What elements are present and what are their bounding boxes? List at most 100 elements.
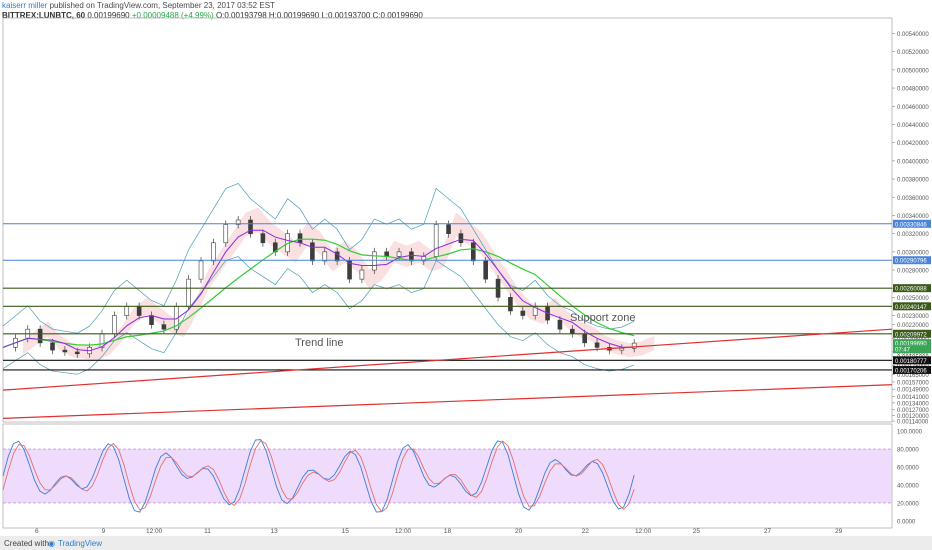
- time-axis-label: 29: [835, 528, 843, 535]
- level-tag-blue: [893, 219, 931, 228]
- candle-body: [359, 269, 365, 280]
- level-tag-black: [893, 356, 931, 365]
- price-axis-label: 0.00380000: [897, 178, 929, 184]
- price-axis-label: 0.00320000: [897, 232, 929, 238]
- time-axis-label: 9: [102, 528, 106, 535]
- stoch-band-fill: [3, 449, 892, 503]
- level-tag-text: 0.00260088: [895, 287, 927, 293]
- level-tag-timer: [893, 345, 931, 354]
- stoch-axis-label: 20.0000: [897, 501, 919, 507]
- candle-body: [223, 224, 229, 244]
- candle-body: [483, 260, 488, 280]
- candle-body: [211, 242, 216, 262]
- price-axis-label: 0.00360000: [897, 196, 929, 202]
- time-axis-label: 12:00: [635, 528, 652, 535]
- candle-body: [74, 351, 80, 355]
- created-with-label: Created with: [4, 539, 49, 548]
- candle-body: [310, 242, 315, 262]
- time-axis-label: 12:00: [146, 528, 163, 535]
- time-axis-label: 20: [515, 528, 523, 535]
- chart-canvas[interactable]: 0.00540000 0.00520000 0.00500000 0.00480000…: [0, 0, 932, 536]
- ma-green-line: [2, 238, 635, 348]
- stoch-axis-label: 0.0000: [897, 519, 916, 525]
- publish-line: kaiserr miller published on TradingView.…: [2, 1, 622, 11]
- candle-body: [260, 233, 266, 244]
- change-value: +0.00009488 (+4.99%): [131, 11, 214, 20]
- level-tag-green: [893, 284, 931, 293]
- level-tag-text: 0.00330846: [895, 222, 927, 228]
- candle-body: [409, 251, 414, 262]
- candle-body: [62, 349, 68, 353]
- price-axis-label: 0.00250000: [897, 296, 929, 302]
- time-axis-label: 13: [271, 528, 279, 535]
- time-axis-label: 6: [35, 528, 39, 535]
- symbol-label: BITTREX:LUNBTC, 60: [2, 11, 86, 20]
- level-tag-green: [893, 329, 931, 338]
- footer-bar: Created with ◉ TradingView: [0, 536, 932, 550]
- candle-body: [50, 342, 55, 351]
- price-axis-label: 0.00220000: [897, 323, 929, 329]
- candle-body: [594, 342, 600, 348]
- level-tag-text: 07:47: [895, 348, 911, 354]
- price-axis-label: 0.00300000: [897, 250, 929, 256]
- time-axis-label: 22: [582, 528, 590, 535]
- level-tag-text: 0.00170206: [895, 368, 927, 374]
- stoch-axis-label: 60.0000: [897, 466, 919, 472]
- price-axis-label: 0.00149000: [897, 388, 929, 394]
- price-axis-label: 0.00420000: [897, 141, 929, 147]
- candle-body: [112, 315, 117, 335]
- level-tag-blue: [893, 256, 931, 265]
- annotation-support-zone: Support zone: [570, 312, 635, 324]
- candle-body: [557, 319, 563, 330]
- candle-body: [37, 328, 43, 344]
- price-axis-label: 0.00400000: [897, 159, 929, 165]
- candle-body: [446, 224, 451, 234]
- candle-body: [198, 260, 204, 280]
- price-axis-label: 0.00340000: [897, 214, 929, 220]
- ohlc-values: O:0.00193798 H:0.00199690 L:0.00193700 C…: [215, 11, 423, 20]
- price-pane-frame: [2, 17, 893, 423]
- last-price: 0.00199690: [87, 11, 130, 20]
- candle-body: [371, 251, 377, 271]
- price-axis-label: 0.00520000: [897, 50, 929, 56]
- price-axis-label: 0.00190000: [897, 350, 929, 356]
- candle-body: [297, 233, 303, 244]
- candle-body: [508, 297, 513, 312]
- level-tag-green: [893, 302, 931, 311]
- chart-header: kaiserr miller published on TradingView.…: [2, 1, 622, 21]
- level-tag-text: 0.00180777: [895, 359, 927, 365]
- price-axis-label: 0.00127000: [897, 408, 929, 414]
- candle-body: [161, 324, 167, 330]
- tradingview-brand[interactable]: TradingView: [58, 539, 103, 548]
- author-link[interactable]: kaiserr miller: [2, 1, 48, 10]
- level-tag-black: [893, 365, 931, 374]
- price-axis-label: 0.00165000: [897, 373, 929, 379]
- price-axis-label: 0.00141000: [897, 395, 929, 401]
- time-axis-label: 11: [204, 528, 211, 535]
- price-axis-label: 0.00540000: [897, 32, 929, 38]
- time-axis-label: 25: [693, 528, 701, 535]
- ohlc-line: BITTREX:LUNBTC, 60 0.00199690 +0.0000948…: [2, 11, 622, 21]
- level-tag-text: 0.00199690: [895, 342, 927, 348]
- time-axis-label: 15: [342, 528, 350, 535]
- level-tag-text: 0.00290796: [895, 259, 927, 265]
- price-axis-label: 0.00460000: [897, 105, 929, 111]
- price-axis-label: 0.00440000: [897, 123, 929, 129]
- ma-purple-line: [2, 229, 635, 352]
- tradingview-icon: ◉: [48, 539, 55, 548]
- level-tag-current: [893, 339, 931, 348]
- candle-body: [570, 328, 575, 335]
- candle-body: [149, 315, 154, 325]
- candle-body: [582, 333, 587, 344]
- price-axis-label: 0.00280000: [897, 269, 929, 275]
- candle-body: [124, 306, 130, 316]
- annotation-trend-line: Trend line: [295, 337, 344, 349]
- price-axis-label: 0.00114000: [897, 420, 929, 426]
- time-axis-label: 12:00: [395, 528, 412, 535]
- price-axis-label: 0.00480000: [897, 87, 929, 93]
- price-axis-label: 0.00500000: [897, 68, 929, 74]
- trendline-lower: [2, 384, 893, 419]
- candle-body: [384, 251, 389, 257]
- candle-body: [186, 278, 191, 307]
- time-axis-label: 27: [764, 528, 772, 535]
